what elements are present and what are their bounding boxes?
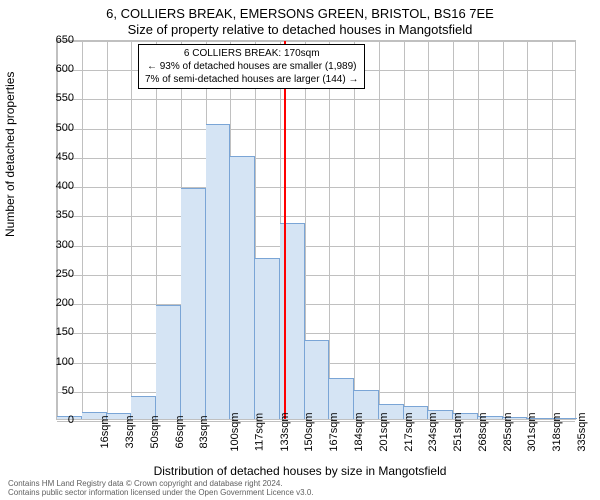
annotation-box: 6 COLLIERS BREAK: 170sqm← 93% of detache… <box>138 44 365 89</box>
x-tick-label: 301sqm <box>526 412 538 451</box>
x-tick-label: 318sqm <box>551 412 563 451</box>
grid-line <box>453 41 454 419</box>
grid-line <box>57 99 575 100</box>
grid-line <box>131 41 132 419</box>
y-tick-label: 100 <box>56 356 74 368</box>
grid-line <box>404 41 405 419</box>
y-tick-label: 400 <box>56 180 74 192</box>
chart-title-line2: Size of property relative to detached ho… <box>0 22 600 37</box>
x-tick-label: 285sqm <box>502 412 514 451</box>
plot-area <box>56 40 576 420</box>
grid-line <box>527 41 528 419</box>
x-tick-label: 268sqm <box>477 412 489 451</box>
x-tick-label: 234sqm <box>427 412 439 451</box>
grid-line <box>57 187 575 188</box>
y-tick-label: 150 <box>56 326 74 338</box>
histogram-bar <box>230 156 255 419</box>
copyright-line2: Contains public sector information licen… <box>8 488 314 498</box>
y-tick-label: 200 <box>56 297 74 309</box>
grid-line <box>478 41 479 419</box>
x-tick-label: 16sqm <box>99 415 111 448</box>
y-tick-label: 250 <box>56 268 74 280</box>
grid-line <box>82 41 83 419</box>
y-axis-label: Number of detached properties <box>3 72 17 237</box>
x-tick-label: 201sqm <box>378 412 390 451</box>
histogram-bar <box>305 340 330 419</box>
x-tick-label: 33sqm <box>124 415 136 448</box>
grid-line <box>552 41 553 419</box>
x-tick-label: 83sqm <box>198 415 210 448</box>
chart-title-line1: 6, COLLIERS BREAK, EMERSONS GREEN, BRIST… <box>0 6 600 21</box>
y-tick-label: 550 <box>56 92 74 104</box>
x-tick-label: 100sqm <box>229 412 241 451</box>
y-tick-label: 650 <box>56 34 74 46</box>
y-tick-label: 300 <box>56 239 74 251</box>
grid-line <box>107 41 108 419</box>
x-tick-label: 150sqm <box>304 412 316 451</box>
grid-line <box>57 41 575 42</box>
annotation-line: 7% of semi-detached houses are larger (1… <box>145 73 358 86</box>
grid-line <box>354 41 355 419</box>
grid-line <box>57 333 575 334</box>
y-tick-label: 500 <box>56 122 74 134</box>
histogram-bar <box>156 305 181 419</box>
y-tick-label: 350 <box>56 209 74 221</box>
y-tick-label: 600 <box>56 63 74 75</box>
histogram-plot <box>56 40 576 420</box>
x-tick-label: 217sqm <box>403 412 415 451</box>
x-tick-label: 66sqm <box>174 415 186 448</box>
grid-line <box>503 41 504 419</box>
grid-line <box>428 41 429 419</box>
x-tick-label: 335sqm <box>576 412 588 451</box>
x-axis-label: Distribution of detached houses by size … <box>0 464 600 478</box>
grid-line <box>57 275 575 276</box>
x-tick-label: 133sqm <box>279 412 291 451</box>
grid-line <box>57 129 575 130</box>
x-tick-label: 251sqm <box>452 412 464 451</box>
histogram-bar <box>206 124 231 419</box>
grid-line <box>329 41 330 419</box>
x-tick-label: 167sqm <box>328 412 340 451</box>
histogram-bar <box>255 258 280 419</box>
y-tick-label: 450 <box>56 151 74 163</box>
grid-line <box>57 158 575 159</box>
x-tick-label: 184sqm <box>353 412 365 451</box>
x-tick-label: 50sqm <box>149 415 161 448</box>
annotation-line: ← 93% of detached houses are smaller (1,… <box>145 60 358 73</box>
grid-line <box>57 246 575 247</box>
histogram-bar <box>181 188 206 419</box>
grid-line <box>57 304 575 305</box>
grid-line <box>379 41 380 419</box>
y-tick-label: 0 <box>68 414 74 426</box>
y-tick-label: 50 <box>62 385 74 397</box>
annotation-line: 6 COLLIERS BREAK: 170sqm <box>145 47 358 60</box>
reference-line <box>284 41 286 419</box>
copyright-notice: Contains HM Land Registry data © Crown c… <box>8 479 314 498</box>
x-tick-label: 117sqm <box>253 413 265 451</box>
grid-line <box>57 216 575 217</box>
copyright-line1: Contains HM Land Registry data © Crown c… <box>8 479 314 489</box>
